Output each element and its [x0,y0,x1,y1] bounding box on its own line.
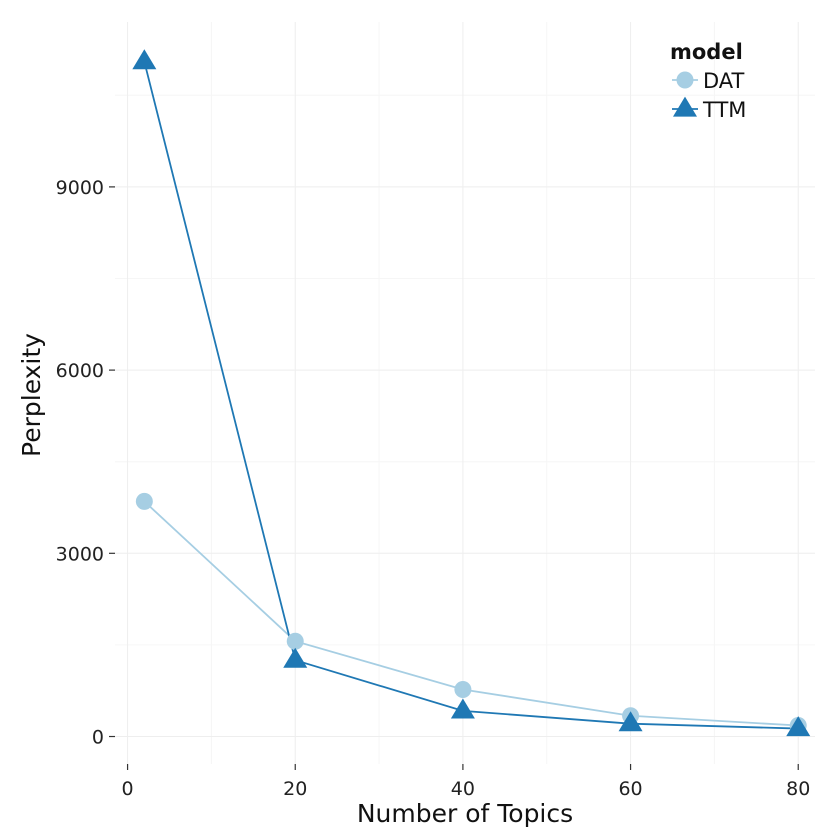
legend-label: DAT [703,69,745,93]
point-ttm [786,716,811,737]
point-ttm [618,711,643,732]
point-ttm [283,647,308,668]
y-tick-label: 6000 [56,360,104,382]
y-tick-label: 0 [92,727,104,749]
x-tick-label: 60 [618,778,642,800]
x-tick-label: 40 [451,778,475,800]
legend-title: model [670,40,743,64]
point-ttm [450,698,475,719]
x-tick-label: 80 [786,778,810,800]
series-line-dat [143,500,799,727]
y-tick-label: 9000 [56,177,104,199]
series-line-ttm [143,61,799,730]
plot-series [132,49,811,737]
point-ttm [132,49,157,70]
legend-item-ttm: TTM [672,96,746,122]
legend: model DAT TTM [670,40,746,122]
grid [115,22,815,764]
legend-key-marker [676,71,694,89]
x-axis-title: Number of Topics [357,799,573,828]
point-dat [454,680,472,698]
axes: 0 20 40 60 80 0 3000 6000 9000 [56,177,811,800]
y-tick-label: 3000 [56,543,104,565]
point-dat [286,632,304,650]
x-tick-label: 0 [122,778,134,800]
legend-items: DAT TTM [672,69,746,122]
legend-key-marker [673,96,697,117]
legend-label: TTM [702,98,746,122]
point-dat [135,492,153,510]
legend-item-dat: DAT [672,69,745,93]
x-tick-label: 20 [283,778,307,800]
y-axis-title: Perplexity [17,333,46,457]
